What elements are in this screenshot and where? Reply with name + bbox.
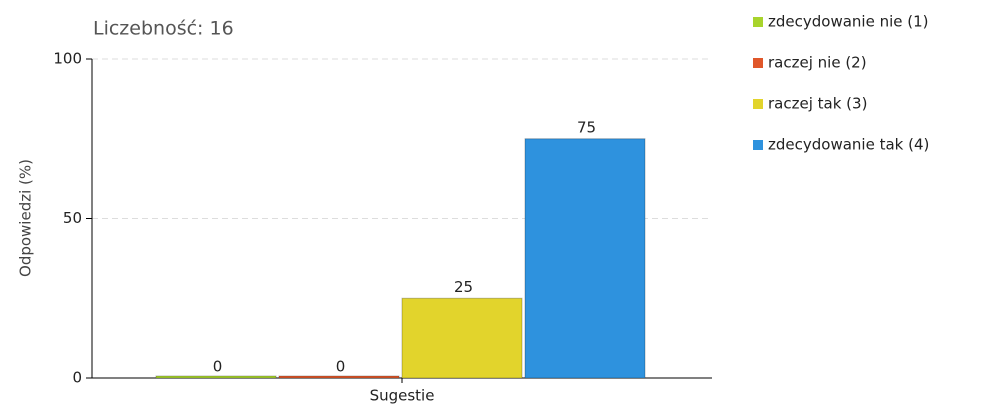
value-label: 0: [336, 358, 346, 376]
bar: [155, 375, 277, 379]
y-axis-label: Odpowiedzi (%): [17, 159, 35, 277]
bar: [401, 297, 523, 379]
y-tick-label: 0: [72, 369, 82, 387]
legend-label: raczej nie (2): [768, 54, 867, 72]
value-label: 0: [213, 358, 223, 376]
value-label: 75: [577, 118, 596, 136]
legend-swatch: [753, 99, 763, 109]
x-tick-label: Sugestie: [370, 387, 435, 405]
chart-title: Liczebność: 16: [93, 18, 234, 40]
bar: [278, 375, 400, 379]
legend-label: raczej tak (3): [768, 95, 867, 113]
legend-swatch: [753, 140, 763, 150]
value-label: 25: [454, 278, 473, 296]
legend-label: zdecydowanie nie (1): [768, 13, 929, 31]
legend-label: zdecydowanie tak (4): [768, 136, 929, 154]
bar: [524, 138, 646, 379]
legend-swatch: [753, 17, 763, 27]
legend-swatch: [753, 58, 763, 68]
y-tick-label: 100: [53, 50, 82, 68]
y-tick-label: 50: [63, 209, 82, 227]
